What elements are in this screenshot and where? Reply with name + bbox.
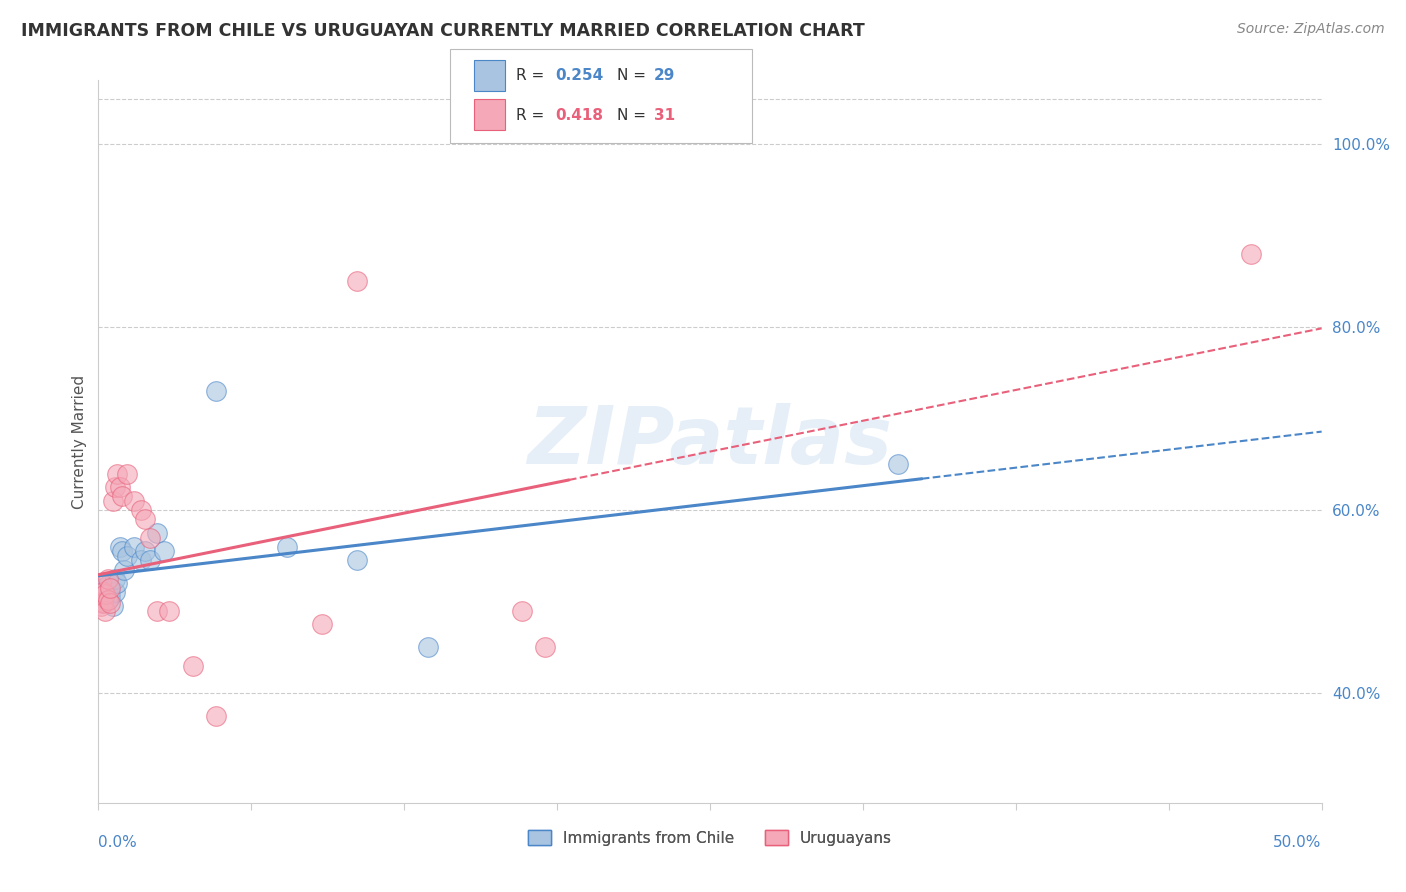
Point — [112, 563, 135, 577]
Point — [90, 576, 112, 591]
Point — [122, 540, 145, 554]
Text: 0.254: 0.254 — [555, 68, 603, 83]
Point — [90, 599, 112, 614]
Point — [105, 576, 128, 591]
Y-axis label: Currently Married: Currently Married — [72, 375, 87, 508]
Point — [346, 553, 368, 567]
Point — [97, 572, 120, 586]
Point — [111, 544, 134, 558]
Point — [101, 494, 124, 508]
Point — [90, 590, 112, 604]
Point — [205, 709, 228, 723]
Text: ZIPatlas: ZIPatlas — [527, 402, 893, 481]
Point — [94, 587, 117, 601]
Point — [111, 490, 134, 504]
Text: N =: N = — [617, 68, 651, 83]
Point — [129, 553, 152, 567]
Point — [146, 526, 169, 541]
Text: N =: N = — [617, 108, 651, 123]
Text: R =: R = — [516, 68, 550, 83]
Point — [534, 640, 557, 655]
Point — [90, 585, 112, 599]
Text: R =: R = — [516, 108, 550, 123]
Point — [94, 587, 117, 601]
Point — [139, 553, 162, 567]
Point — [311, 617, 333, 632]
Point — [97, 578, 120, 592]
Text: 31: 31 — [654, 108, 675, 123]
Point — [98, 590, 121, 604]
Point — [91, 594, 114, 608]
Point — [146, 604, 169, 618]
Point — [91, 585, 114, 599]
Point — [115, 549, 138, 563]
Point — [91, 594, 114, 608]
Point — [157, 604, 180, 618]
Point — [108, 480, 131, 494]
Point — [181, 658, 204, 673]
Text: 0.0%: 0.0% — [98, 835, 138, 850]
Point — [134, 544, 156, 558]
Point — [90, 590, 112, 604]
Point — [104, 572, 127, 586]
Point — [510, 604, 533, 618]
Point — [129, 503, 152, 517]
Point — [91, 596, 114, 610]
Point — [108, 540, 131, 554]
Point — [346, 275, 368, 289]
Point — [94, 583, 117, 598]
Point — [104, 480, 127, 494]
Point — [276, 540, 298, 554]
Text: 0.418: 0.418 — [555, 108, 603, 123]
Text: IMMIGRANTS FROM CHILE VS URUGUAYAN CURRENTLY MARRIED CORRELATION CHART: IMMIGRANTS FROM CHILE VS URUGUAYAN CURRE… — [21, 22, 865, 40]
Point — [97, 592, 120, 607]
Point — [139, 531, 162, 545]
Point — [105, 467, 128, 481]
Point — [91, 581, 114, 595]
Point — [887, 458, 910, 472]
Text: 29: 29 — [654, 68, 675, 83]
Point — [104, 585, 127, 599]
Point — [416, 640, 439, 655]
Point — [98, 596, 121, 610]
Point — [98, 581, 121, 595]
Text: Source: ZipAtlas.com: Source: ZipAtlas.com — [1237, 22, 1385, 37]
Point — [94, 604, 117, 618]
Point — [205, 384, 228, 399]
Point — [122, 494, 145, 508]
Point — [115, 467, 138, 481]
Point — [101, 599, 124, 614]
Text: 50.0%: 50.0% — [1274, 835, 1322, 850]
Point — [153, 544, 176, 558]
Point — [98, 585, 121, 599]
Point — [1240, 247, 1263, 261]
Point — [134, 512, 156, 526]
Legend: Immigrants from Chile, Uruguayans: Immigrants from Chile, Uruguayans — [529, 830, 891, 846]
Point — [97, 592, 120, 607]
